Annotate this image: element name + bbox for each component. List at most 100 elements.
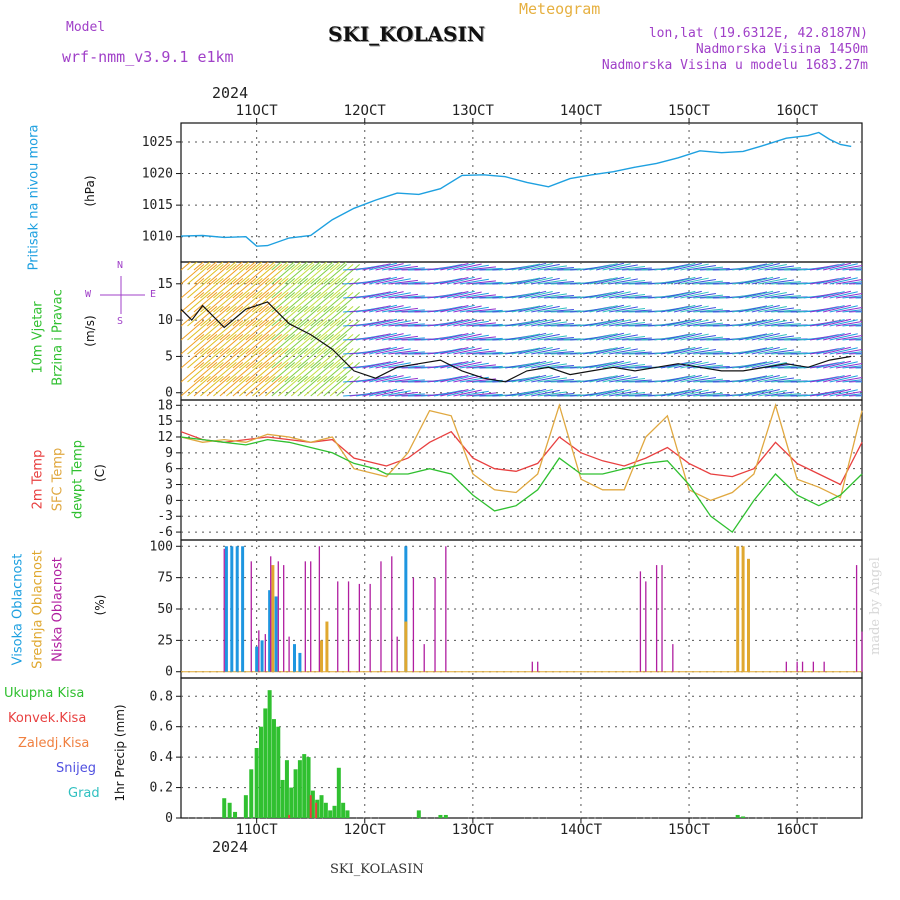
cloud-bar [796,661,798,672]
y-tick-label: -3 [157,509,173,524]
time-tick-top: 15OCT [668,103,711,119]
cloud-bar [268,590,272,672]
precip-bar [741,816,746,818]
temp-line [180,403,863,502]
pressure-unit: (hPa) [83,175,97,207]
elevation-text: Nadmorska Visina 1450m [695,42,868,57]
cloud-bar [736,546,740,672]
y-tick-label: 9 [165,446,173,461]
y-tick-label: 18 [157,398,173,413]
y-tick-label: 0 [165,665,173,680]
cloud-bar [396,636,398,672]
pressure-line [180,131,852,247]
year-bottom: 2024 [212,838,249,856]
wind-label-1: 10m Vjetar [30,301,46,374]
precip-bar [315,799,320,818]
cloud-bar [337,581,339,672]
cloud-bar [274,596,278,672]
cloud-bar [288,636,290,672]
y-tick-label: 10 [157,313,173,328]
cloud-label-3: Niska Oblacnost [50,557,66,662]
precip-bar [258,726,263,818]
precip-bar [263,708,268,818]
cloud-bar [812,661,815,672]
precip-label-snow: Snijeg [56,761,96,776]
model-elevation-text: Nadmorska Visina u modelu 1683.27m [601,58,868,73]
precip-bar [416,810,421,818]
y-tick-label: 0.2 [150,781,173,796]
time-tick-top: 12OCT [344,103,387,119]
time-tick-top: 13OCT [452,103,495,119]
y-tick-label: 15 [157,414,173,429]
time-tick-bottom: 13OCT [452,822,495,838]
precip-bar [443,814,448,818]
cloud-bar [264,634,266,672]
cloud-bar [785,661,787,672]
precip-bar [222,798,227,818]
model-name: wrf-nmm_v3.9.1 e1km [62,48,234,66]
precip-bar [284,760,289,818]
precip-bar [243,795,248,818]
cloud-bar [369,583,371,672]
temp-label-1: 2m Temp [30,449,46,510]
windrose-s: S [117,316,124,327]
y-tick-label: 0.6 [150,720,173,735]
precip-label-total: Ukupna Kisa [4,686,85,701]
cloud-bar [672,644,674,672]
y-tick-label: 25 [157,633,173,648]
wind-label-2: Brzina i Pravac [50,289,66,386]
precip-bar [280,779,285,818]
cloud-bar [380,561,382,672]
precip-bar [254,748,259,818]
time-tick-bottom: 12OCT [344,822,387,838]
precip-bar [336,767,341,818]
y-tick-label: 0 [165,811,173,826]
cloud-bar [823,661,825,672]
temp-label-2: SFC Temp [50,447,66,512]
time-tick-bottom: 15OCT [668,822,711,838]
cloud-bar [320,640,324,672]
temp-line [180,436,863,534]
precip-bar [297,760,302,818]
y-tick-label: 1025 [142,135,173,150]
temp-label-3: dewpt Temp [70,440,86,520]
cloud-bar [404,546,408,672]
precip-bar [315,802,318,818]
cloud-bar [358,583,361,672]
y-tick-label: 1010 [142,230,173,245]
precip-bar [309,795,312,818]
y-tick-label: 100 [150,539,173,554]
precip-label-conv: Konvek.Kisa [8,711,87,726]
precip-bar [323,802,328,818]
time-tick-bottom: 11OCT [236,822,279,838]
y-tick-label: 0.4 [150,750,174,765]
y-tick-label: 50 [157,602,173,617]
cloud-bar [318,546,321,672]
cloud-bar [445,546,447,672]
y-tick-label: 1020 [142,167,173,182]
credit-text: made by Angel [868,557,883,655]
cloud-bar [861,631,863,672]
y-tick-label: 3 [165,478,173,493]
y-tick-label: 15 [157,277,173,292]
cloud-bar [741,546,745,672]
wind-barbs [181,262,862,397]
cloud-bar [531,661,533,672]
cloud-bar [801,661,804,672]
temp-line [180,430,863,486]
cloud-bar [645,581,647,672]
windrose-n: N [117,260,124,271]
cloud-bar [655,565,658,672]
cloud-bar [423,644,425,672]
precip-bar [735,814,740,818]
cloud-bar [258,630,260,672]
cloud-bar [230,546,234,672]
cloud-label-1: Visoka Oblacnost [10,553,26,666]
wind-speed-line [180,301,852,383]
wind-unit: (m/s) [83,315,97,347]
precip-unit: 1hr Precip (mm) [113,704,127,802]
cloud-label-2: Srednja Oblacnost [30,550,46,669]
meteogram-label: Meteogram [519,0,601,18]
precip-bar [310,790,315,818]
precip-bar [302,754,307,818]
